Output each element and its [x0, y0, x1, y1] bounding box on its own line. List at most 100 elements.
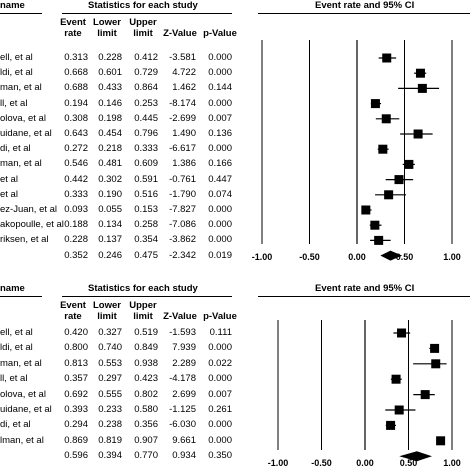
axis-tick-label: -1.00: [252, 252, 273, 262]
summary-event-rate: 0.352: [64, 249, 88, 261]
event-rate-cell: 0.546: [64, 158, 88, 170]
study-marker: [391, 374, 401, 384]
upper-limit-cell: 0.423: [134, 373, 158, 385]
summary-event-rate: 0.596: [64, 450, 88, 462]
study-label: ll, et al: [0, 97, 28, 109]
study-marker: [394, 405, 404, 415]
event-rate-cell: 0.308: [64, 112, 88, 124]
p-value-cell: 0.166: [208, 158, 232, 170]
lower-limit-cell: 0.433: [98, 82, 122, 94]
study-name-header-2: name: [0, 283, 25, 294]
study-label: ldi, et al: [0, 342, 33, 354]
z-value-cell: -3.581: [169, 52, 196, 63]
lower-limit-cell: 0.233: [98, 404, 122, 415]
event-rate-cell: 0.357: [64, 373, 88, 385]
study-marker: [370, 99, 380, 109]
event-rate-cell: 0.313: [64, 52, 88, 63]
stats-title: Statistics for each study: [88, 0, 198, 11]
study-marker: [436, 436, 446, 446]
z-value-cell: -6.030: [169, 419, 196, 431]
upper-limit-cell: 0.938: [134, 357, 158, 369]
z-value-cell: 1.462: [172, 82, 196, 94]
p-value-cell: 0.000: [208, 52, 232, 63]
event-rate-cell: 0.393: [64, 404, 88, 415]
lower-limit-cell: 0.454: [98, 128, 122, 139]
z-value-cell: -1.593: [169, 327, 196, 338]
col-lower-limit-header-2: Lower limit: [93, 300, 121, 322]
z-value-cell: 2.699: [172, 388, 196, 400]
z-value-cell: -0.761: [169, 173, 196, 185]
z-value-cell: -4.178: [169, 373, 196, 385]
z-value-cell: -8.174: [169, 97, 196, 109]
study-label: ez-Juan, et al: [0, 204, 58, 215]
upper-limit-cell: 0.907: [134, 434, 158, 446]
lower-limit-cell: 0.134: [98, 219, 122, 231]
event-rate-cell: 0.668: [64, 67, 88, 79]
lower-limit-cell: 0.819: [98, 434, 122, 446]
event-rate-cell: 0.228: [64, 234, 88, 246]
z-value-cell: -6.617: [169, 143, 196, 155]
axis-tick-label: -0.50: [311, 458, 332, 468]
upper-limit-cell: 0.802: [134, 388, 158, 400]
upper-limit-cell: 0.354: [134, 234, 158, 246]
lower-limit-cell: 0.190: [98, 188, 122, 200]
col-upper-limit-header: Upper limit: [129, 17, 157, 39]
p-value-cell: 0.000: [208, 234, 232, 246]
p-value-cell: 0.000: [208, 219, 232, 231]
col-p-header-2: p-Value: [203, 311, 237, 322]
header-underline: [0, 13, 42, 14]
lower-limit-cell: 0.218: [98, 143, 122, 155]
event-rate-cell: 0.272: [64, 143, 88, 155]
col-p-header: p-Value: [203, 28, 237, 39]
event-rate-cell: 0.643: [64, 128, 88, 139]
summary-p-value: 0.350: [208, 450, 232, 462]
plot-title: Event rate and 95% CI: [315, 0, 415, 11]
study-marker: [361, 205, 371, 215]
study-name-header: name: [0, 0, 25, 11]
upper-limit-cell: 0.796: [134, 128, 158, 139]
summary-lower-limit: 0.394: [98, 450, 122, 462]
stats-title-underline-2: [62, 296, 232, 297]
p-value-cell: 0.000: [208, 67, 232, 79]
p-value-cell: 0.000: [208, 143, 232, 155]
study-marker: [382, 53, 392, 63]
lower-limit-cell: 0.297: [98, 373, 122, 385]
p-value-cell: 0.007: [208, 388, 232, 400]
study-marker: [378, 144, 388, 154]
study-label: di, et al: [0, 143, 31, 155]
study-marker: [394, 175, 404, 185]
study-marker: [370, 220, 380, 230]
upper-limit-cell: 0.519: [134, 327, 158, 338]
z-value-cell: -1.790: [169, 188, 196, 200]
lower-limit-cell: 0.146: [98, 97, 122, 109]
p-value-cell: 0.261: [208, 404, 232, 415]
upper-limit-cell: 0.333: [134, 143, 158, 155]
p-value-cell: 0.000: [208, 373, 232, 385]
col-event-rate-header: Event rate: [60, 17, 86, 39]
study-marker: [413, 129, 423, 139]
event-rate-cell: 0.869: [64, 434, 88, 446]
study-label: lman, et al: [0, 434, 44, 446]
study-label: et al: [0, 173, 18, 185]
z-value-cell: -1.125: [169, 404, 196, 415]
z-value-cell: -7.827: [169, 204, 196, 215]
event-rate-cell: 0.800: [64, 342, 88, 354]
event-rate-cell: 0.188: [64, 219, 88, 231]
event-rate-cell: 0.420: [64, 327, 88, 338]
p-value-cell: 0.144: [208, 82, 232, 94]
upper-limit-cell: 0.356: [134, 419, 158, 431]
event-rate-cell: 0.813: [64, 357, 88, 369]
study-marker: [386, 420, 396, 430]
z-value-cell: 1.490: [172, 128, 196, 139]
upper-limit-cell: 0.864: [134, 82, 158, 94]
study-label: ell, et al: [0, 327, 33, 338]
p-value-cell: 0.000: [208, 97, 232, 109]
lower-limit-cell: 0.137: [98, 234, 122, 246]
upper-limit-cell: 0.516: [134, 188, 158, 200]
z-value-cell: -3.862: [169, 234, 196, 246]
study-marker: [415, 68, 425, 78]
col-lower-limit-header: Lower limit: [93, 17, 121, 39]
p-value-cell: 0.000: [208, 434, 232, 446]
lower-limit-cell: 0.601: [98, 67, 122, 79]
